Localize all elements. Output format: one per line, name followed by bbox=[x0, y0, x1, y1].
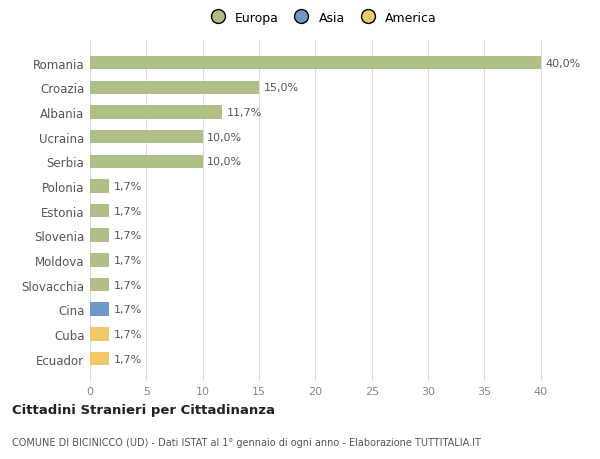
Text: 40,0%: 40,0% bbox=[545, 59, 580, 68]
Bar bbox=[90, 130, 203, 144]
Text: 1,7%: 1,7% bbox=[113, 305, 142, 314]
Text: 1,7%: 1,7% bbox=[113, 354, 142, 364]
Bar bbox=[90, 204, 109, 218]
Bar bbox=[90, 81, 259, 95]
Text: 1,7%: 1,7% bbox=[113, 280, 142, 290]
Text: Cittadini Stranieri per Cittadinanza: Cittadini Stranieri per Cittadinanza bbox=[12, 403, 275, 416]
Text: 1,7%: 1,7% bbox=[113, 206, 142, 216]
Bar bbox=[90, 106, 222, 119]
Bar bbox=[90, 180, 109, 193]
Bar bbox=[90, 278, 109, 292]
Text: 15,0%: 15,0% bbox=[263, 83, 299, 93]
Text: 1,7%: 1,7% bbox=[113, 231, 142, 241]
Bar bbox=[90, 327, 109, 341]
Bar bbox=[90, 229, 109, 242]
Text: COMUNE DI BICINICCO (UD) - Dati ISTAT al 1° gennaio di ogni anno - Elaborazione : COMUNE DI BICINICCO (UD) - Dati ISTAT al… bbox=[12, 437, 481, 447]
Text: 1,7%: 1,7% bbox=[113, 255, 142, 265]
Bar bbox=[90, 303, 109, 316]
Bar bbox=[90, 155, 203, 169]
Legend: Europa, Asia, America: Europa, Asia, America bbox=[200, 7, 442, 30]
Text: 11,7%: 11,7% bbox=[226, 108, 262, 118]
Text: 1,7%: 1,7% bbox=[113, 329, 142, 339]
Bar bbox=[90, 352, 109, 365]
Text: 10,0%: 10,0% bbox=[207, 132, 242, 142]
Text: 1,7%: 1,7% bbox=[113, 182, 142, 191]
Bar bbox=[90, 57, 541, 70]
Bar bbox=[90, 253, 109, 267]
Text: 10,0%: 10,0% bbox=[207, 157, 242, 167]
